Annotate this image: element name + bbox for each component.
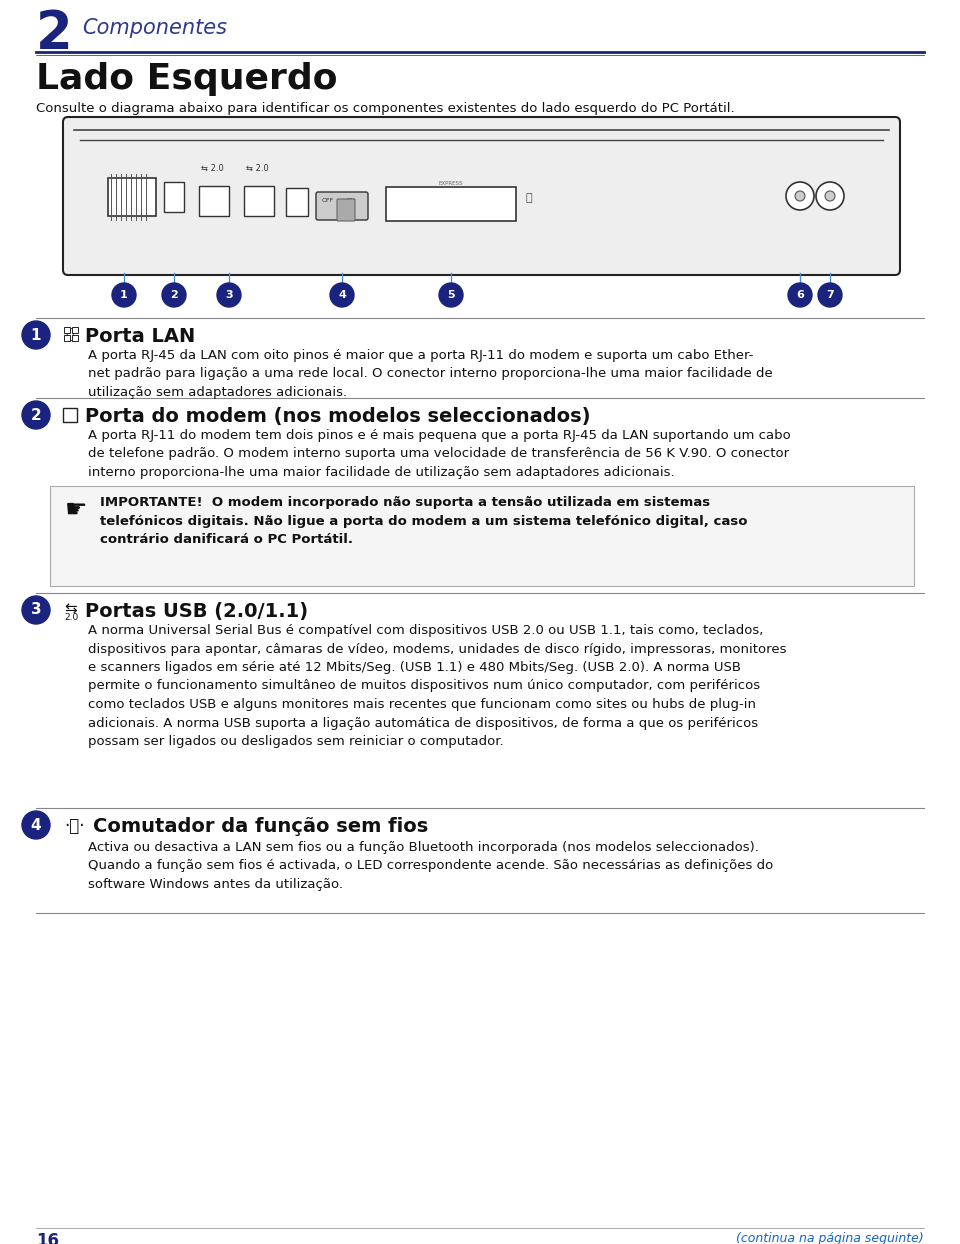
FancyBboxPatch shape [337, 199, 355, 221]
Text: A norma Universal Serial Bus é compatível com dispositivos USB 2.0 ou USB 1.1, t: A norma Universal Serial Bus é compatíve… [88, 624, 786, 748]
Text: 1: 1 [31, 327, 41, 342]
Text: Porta LAN: Porta LAN [85, 327, 195, 346]
Text: 1: 1 [120, 290, 128, 300]
Text: Porta do modem (nos modelos seleccionados): Porta do modem (nos modelos seleccionado… [85, 407, 590, 425]
Text: Comutador da função sem fios: Comutador da função sem fios [93, 817, 428, 836]
Text: 2: 2 [31, 408, 41, 423]
Text: 3: 3 [31, 602, 41, 617]
Text: 16: 16 [36, 1232, 59, 1244]
Circle shape [439, 282, 463, 307]
Text: 3: 3 [226, 290, 233, 300]
FancyBboxPatch shape [108, 178, 156, 216]
Circle shape [217, 282, 241, 307]
Text: Componentes: Componentes [82, 17, 227, 39]
Text: Portas USB (2.0/1.1): Portas USB (2.0/1.1) [85, 602, 308, 621]
Text: 7: 7 [827, 290, 834, 300]
FancyBboxPatch shape [50, 486, 914, 586]
Circle shape [816, 182, 844, 210]
Circle shape [22, 321, 50, 350]
Text: EXPRESS: EXPRESS [439, 180, 464, 187]
Circle shape [22, 811, 50, 838]
FancyBboxPatch shape [386, 187, 516, 221]
Text: ·⦿·: ·⦿· [64, 817, 84, 835]
Text: ⚿: ⚿ [526, 193, 533, 203]
Text: 2.0: 2.0 [64, 613, 79, 622]
Circle shape [795, 192, 805, 202]
Text: ☛: ☛ [65, 498, 87, 522]
Text: 6: 6 [796, 290, 804, 300]
FancyBboxPatch shape [72, 335, 78, 341]
FancyBboxPatch shape [63, 408, 77, 422]
Circle shape [788, 282, 812, 307]
Text: IMPORTANTE!  O modem incorporado não suporta a tensão utilizada em sistemas
tele: IMPORTANTE! O modem incorporado não supo… [100, 496, 748, 546]
Text: 山: 山 [65, 327, 73, 341]
Text: OFF: OFF [322, 198, 334, 203]
Circle shape [162, 282, 186, 307]
Text: ⇆ 2.0: ⇆ 2.0 [201, 164, 224, 173]
FancyBboxPatch shape [199, 187, 229, 216]
Text: ⇆: ⇆ [64, 601, 77, 616]
FancyBboxPatch shape [64, 327, 70, 333]
Text: A porta RJ-11 do modem tem dois pinos e é mais pequena que a porta RJ-45 da LAN : A porta RJ-11 do modem tem dois pinos e … [88, 429, 791, 479]
Text: 4: 4 [338, 290, 346, 300]
Circle shape [22, 596, 50, 624]
Text: Consulte o diagrama abaixo para identificar os componentes existentes do lado es: Consulte o diagrama abaixo para identifi… [36, 102, 734, 114]
Text: (continua na página seguinte): (continua na página seguinte) [736, 1232, 924, 1244]
Circle shape [112, 282, 136, 307]
FancyBboxPatch shape [244, 187, 274, 216]
Circle shape [330, 282, 354, 307]
Circle shape [22, 401, 50, 429]
FancyBboxPatch shape [72, 327, 78, 333]
Text: 2: 2 [36, 7, 73, 60]
FancyBboxPatch shape [63, 117, 900, 275]
FancyBboxPatch shape [286, 188, 308, 216]
Text: Lado Esquerdo: Lado Esquerdo [36, 62, 338, 96]
Text: ON: ON [346, 198, 356, 203]
Circle shape [825, 192, 835, 202]
Text: Activa ou desactiva a LAN sem fios ou a função Bluetooth incorporada (nos modelo: Activa ou desactiva a LAN sem fios ou a … [88, 841, 773, 891]
Text: 2: 2 [170, 290, 178, 300]
Text: 4: 4 [31, 817, 41, 832]
FancyBboxPatch shape [164, 182, 184, 211]
Text: ⇆ 2.0: ⇆ 2.0 [246, 164, 269, 173]
FancyBboxPatch shape [64, 335, 70, 341]
Text: A porta RJ-45 da LAN com oito pinos é maior que a porta RJ-11 do modem e suporta: A porta RJ-45 da LAN com oito pinos é ma… [88, 350, 773, 399]
FancyBboxPatch shape [316, 192, 368, 220]
Circle shape [786, 182, 814, 210]
Circle shape [818, 282, 842, 307]
Text: 5: 5 [447, 290, 455, 300]
